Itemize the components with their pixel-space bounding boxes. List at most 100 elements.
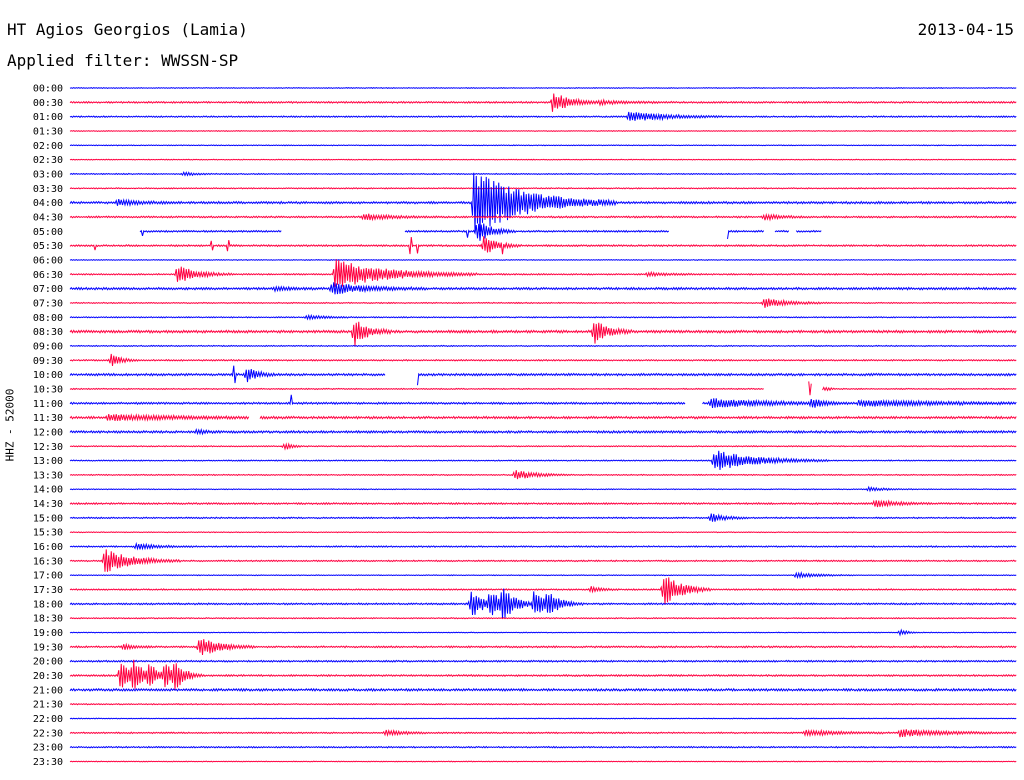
trace-row-0530 [69,236,1017,255]
time-tick-label: 13:30 [33,470,63,481]
time-tick-label: 12:30 [33,442,63,453]
time-tick-label: 01:30 [33,126,63,137]
trace-row-1900 [69,628,1017,637]
trace-row-0230 [69,158,1017,161]
time-tick-label: 20:00 [33,657,63,668]
time-tick-label: 16:30 [33,556,63,567]
trace-row-2100 [69,687,1017,692]
trace-row-1630 [69,549,1017,572]
trace-row-2300 [69,745,1017,749]
time-tick-label: 00:00 [33,84,63,95]
trace-row-0900 [69,344,1017,348]
trace-row-1830 [69,617,1017,620]
trace-row-1230 [69,442,1017,451]
trace-row-0700 [69,282,1017,295]
trace-row-0730 [69,298,1017,308]
trace-row-2330 [69,760,1017,763]
time-tick-label: 17:00 [33,571,63,582]
trace-row-1200 [69,427,1017,436]
time-tick-label: 06:30 [33,270,63,281]
trace-row-0330 [69,187,1017,190]
trace-row-1000 [69,365,1017,386]
time-tick-labels: 00:00 00:30 01:00 01:30 02:00 02:30 03:00 03:30… [33,84,63,769]
trace-row-0630 [69,259,1017,287]
trace-row-0430 [69,212,1017,222]
trace-row-0030 [69,93,1017,112]
time-tick-label: 19:30 [33,642,63,653]
trace-row-1330 [69,470,1017,480]
time-tick-label: 18:30 [33,614,63,625]
time-tick-label: 09:30 [33,356,63,367]
trace-row-2200 [69,717,1017,720]
time-tick-label: 05:00 [33,227,63,238]
trace-row-0100 [69,111,1017,122]
trace-row-1430 [69,499,1017,508]
time-tick-label: 05:30 [33,241,63,252]
time-tick-label: 10:00 [33,370,63,381]
trace-row-1500 [69,513,1017,522]
trace-row-1130 [69,413,1017,422]
date-label: 2013-04-15 [917,20,1014,39]
time-tick-label: 07:00 [33,284,63,295]
trace-row-0400 [69,172,1017,232]
time-tick-label: 20:30 [33,671,63,682]
time-tick-label: 22:00 [33,714,63,725]
time-tick-label: 11:30 [33,413,63,424]
trace-row-1400 [69,485,1017,493]
time-tick-label: 14:30 [33,499,63,510]
trace-row-0930 [69,353,1017,366]
time-tick-label: 12:00 [33,427,63,438]
time-tick-label: 19:00 [33,628,63,639]
filter-label: Applied filter: WWSSN-SP [7,51,239,70]
trace-row-1800 [69,588,1017,619]
time-tick-label: 14:00 [33,485,63,496]
time-tick-label: 04:30 [33,212,63,223]
time-tick-label: 22:30 [33,728,63,739]
time-tick-label: 06:00 [33,255,63,266]
time-tick-label: 23:30 [33,757,63,768]
time-tick-label: 21:00 [33,685,63,696]
station-title: HT Agios Georgios (Lamia) [7,20,248,39]
time-tick-label: 15:00 [33,513,63,524]
trace-row-1730 [69,577,1017,605]
trace-row-0500 [139,223,822,241]
time-tick-label: 08:00 [33,313,63,324]
time-tick-label: 00:30 [33,98,63,109]
time-tick-label: 07:30 [33,298,63,309]
time-tick-label: 01:00 [33,112,63,123]
trace-row-2130 [69,702,1017,706]
trace-row-0800 [69,313,1017,321]
trace-row-1100 [69,394,1017,409]
time-tick-label: 02:00 [33,141,63,152]
time-tick-label: 03:00 [33,169,63,180]
trace-row-0300 [69,170,1017,177]
time-tick-label: 10:30 [33,384,63,395]
time-tick-label: 02:30 [33,155,63,166]
trace-row-0130 [69,129,1017,132]
trace-row-1600 [69,541,1017,551]
trace-row-0830 [69,321,1017,346]
trace-row-0200 [69,144,1017,147]
seismic-traces [69,86,1017,763]
trace-row-2000 [69,659,1017,663]
time-tick-label: 15:30 [33,528,63,539]
time-tick-label: 17:30 [33,585,63,596]
trace-row-2230 [69,728,1017,738]
time-tick-label: 13:00 [33,456,63,467]
trace-row-1030 [69,381,1017,396]
trace-row-0600 [69,258,1017,261]
trace-row-1530 [69,531,1017,534]
time-tick-label: 04:00 [33,198,63,209]
time-tick-label: 23:00 [33,743,63,754]
time-tick-label: 11:00 [33,399,63,410]
time-tick-label: 16:00 [33,542,63,553]
time-tick-label: 08:30 [33,327,63,338]
trace-row-1930 [69,639,1017,656]
time-tick-label: 21:30 [33,700,63,711]
trace-row-0000 [69,86,1017,90]
trace-row-1700 [69,571,1017,580]
time-tick-label: 18:00 [33,599,63,610]
time-tick-label: 09:00 [33,341,63,352]
trace-row-1300 [69,450,1017,470]
